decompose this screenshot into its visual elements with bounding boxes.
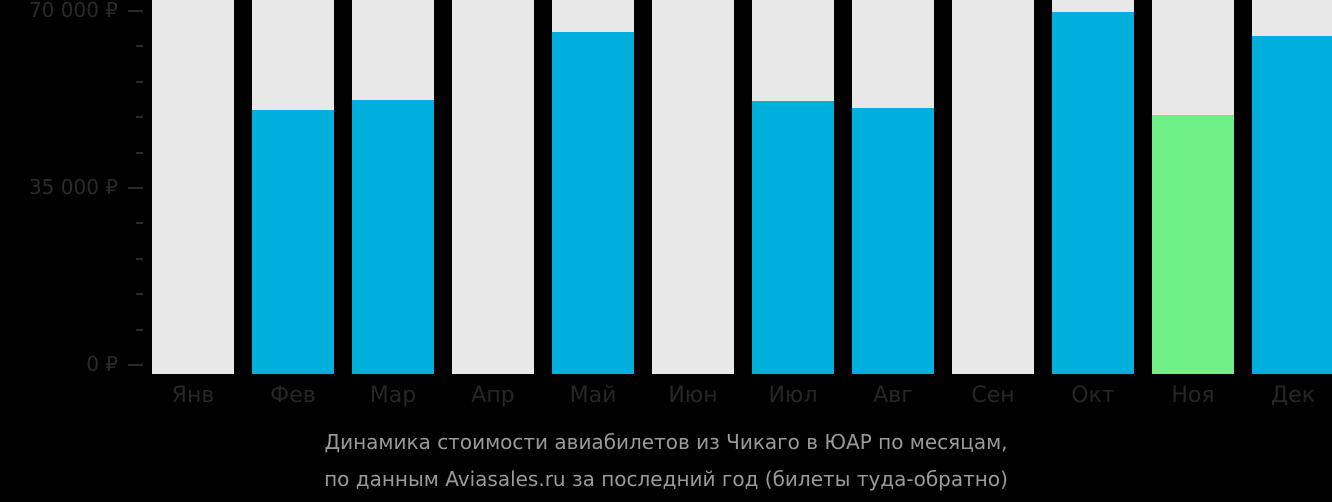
x-axis-label: Апр	[471, 383, 515, 408]
y-minor-tick	[136, 81, 143, 83]
x-axis-label: Авг	[873, 383, 913, 408]
x-axis-label: Ноя	[1171, 383, 1215, 408]
chart-caption-line1: Динамика стоимости авиабилетов из Чикаго…	[324, 430, 1008, 454]
y-minor-tick	[136, 116, 143, 118]
bar-background-Сен	[952, 0, 1034, 374]
y-major-tick	[128, 10, 143, 12]
y-major-tick	[128, 187, 143, 189]
y-axis-label: 0 ₽	[86, 352, 118, 376]
x-axis-label: Июл	[768, 383, 818, 408]
x-axis-label: Фев	[270, 383, 316, 408]
y-minor-tick	[136, 45, 143, 47]
bar-Май[interactable]	[552, 32, 634, 374]
bar-Окт[interactable]	[1052, 12, 1134, 374]
bar-background-Янв	[152, 0, 234, 374]
y-axis-label: 70 000 ₽	[28, 0, 118, 22]
bar-Июл[interactable]	[752, 101, 834, 374]
y-major-tick	[128, 364, 143, 366]
y-minor-tick	[136, 293, 143, 295]
bar-background-Июн	[652, 0, 734, 374]
x-axis-label: Окт	[1071, 383, 1115, 408]
x-axis-label: Май	[569, 383, 617, 408]
x-axis-label: Мар	[369, 383, 417, 408]
y-axis-label: 35 000 ₽	[28, 175, 118, 199]
y-minor-tick	[136, 329, 143, 331]
x-axis-label: Янв	[171, 383, 215, 408]
y-minor-tick	[136, 258, 143, 260]
x-axis-label: Дек	[1270, 383, 1315, 408]
bar-Авг[interactable]	[852, 108, 934, 374]
bar-Ноя[interactable]	[1152, 115, 1234, 374]
y-minor-tick	[136, 152, 143, 154]
bar-background-Апр	[452, 0, 534, 374]
bar-Фев[interactable]	[252, 110, 334, 374]
x-axis-label: Сен	[971, 383, 1015, 408]
x-axis-label: Июн	[668, 383, 718, 408]
y-minor-tick	[136, 222, 143, 224]
bar-Мар[interactable]	[352, 100, 434, 374]
bar-Дек[interactable]	[1252, 36, 1332, 374]
chart-caption-line2: по данным Aviasales.ru за последний год …	[324, 467, 1008, 491]
